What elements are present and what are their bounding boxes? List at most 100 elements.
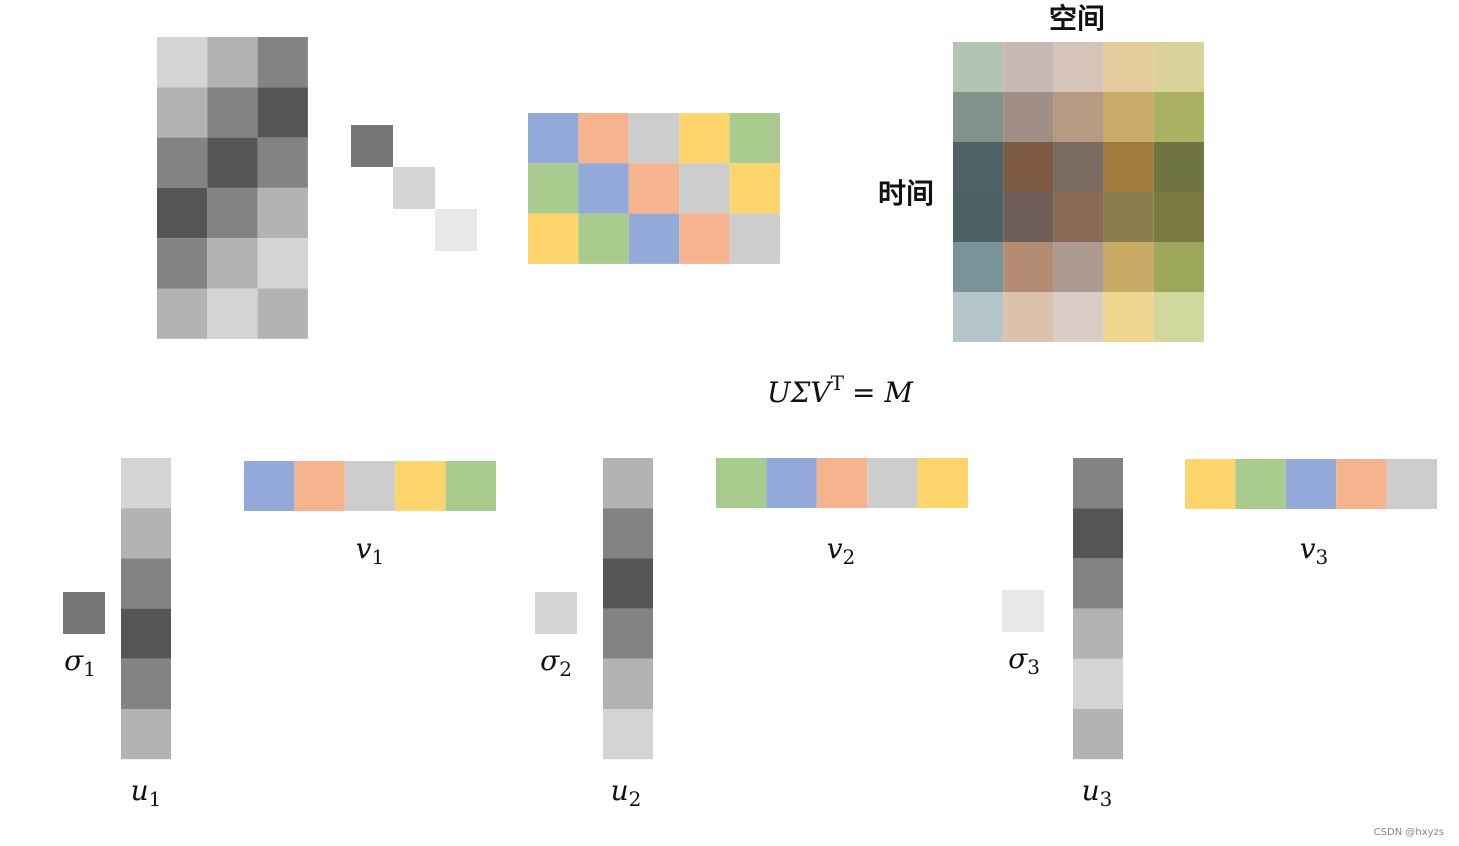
sigma-cell (435, 209, 477, 251)
u-matrix-cell (207, 37, 258, 88)
u-vector-cell (1073, 709, 1123, 760)
m-matrix-cell (1053, 192, 1104, 242)
m-matrix-cell (1153, 242, 1204, 292)
m-matrix-cell (953, 192, 1004, 242)
vt-matrix-cell (528, 163, 579, 214)
sigma-label-symbol: σ (540, 644, 560, 677)
vt-matrix-cell (578, 213, 629, 264)
vt-matrix-cell (679, 163, 730, 214)
vt-matrix-cell (528, 113, 579, 164)
v-vector-cell (1336, 459, 1387, 509)
v-label: v3 (1300, 532, 1329, 569)
u-matrix-cell (207, 137, 258, 188)
v-label-symbol: v (1300, 532, 1316, 565)
u-matrix-cell (257, 87, 308, 138)
u-matrix-cell (157, 87, 208, 138)
u-label-symbol: u (131, 774, 149, 807)
sigma-label: σ2 (540, 644, 572, 681)
u-label-index: 1 (149, 787, 162, 811)
m-matrix-cell (1103, 292, 1154, 342)
space-label: 空间 (1049, 2, 1105, 35)
sigma-label-index: 1 (83, 657, 96, 681)
equation-rhs: = M (852, 376, 914, 409)
v-vector-cell (1185, 459, 1236, 509)
u-vector-cell (603, 608, 653, 659)
u-vector-cell (121, 709, 171, 760)
m-matrix-cell (1153, 142, 1204, 192)
vt-matrix-cell (528, 213, 579, 264)
cells (63, 37, 1437, 760)
u-matrix-cell (257, 37, 308, 88)
u-vector-cell (121, 508, 171, 559)
u-matrix-cell (257, 187, 308, 239)
u-vector-cell (121, 558, 171, 609)
m-matrix-cell (1003, 92, 1054, 142)
m-matrix-cell (1003, 192, 1054, 242)
u-vector-cell (121, 458, 171, 509)
u-label-symbol: u (1082, 774, 1100, 807)
m-matrix-cell (1103, 242, 1154, 292)
v-vector-cell (1235, 459, 1286, 509)
m-matrix-cell (1103, 142, 1154, 192)
m-matrix-cell (1053, 292, 1104, 342)
sigma-cell (351, 125, 393, 167)
u-vector-cell (1073, 608, 1123, 659)
sigma-label-index: 3 (1027, 655, 1040, 679)
sigma-box (63, 592, 105, 634)
u-matrix-cell (257, 238, 308, 289)
equation-base: UΣV (767, 376, 833, 409)
v-vector-cell (766, 458, 817, 508)
sigma-label-index: 2 (559, 657, 572, 681)
v-vector-cell (1386, 459, 1437, 509)
u-matrix-cell (157, 187, 208, 239)
v-label: v1 (356, 532, 385, 569)
u-vector-cell (121, 658, 171, 709)
m-matrix-cell (1103, 92, 1154, 142)
m-matrix-cell (1053, 142, 1104, 192)
u-matrix-cell (257, 288, 308, 339)
u-matrix-cell (157, 137, 208, 188)
u-vector-cell (1073, 658, 1123, 709)
u-matrix-cell (207, 87, 258, 138)
v-vector-cell (816, 458, 868, 508)
m-matrix-cell (1103, 42, 1154, 92)
m-matrix-cell (1003, 142, 1054, 192)
equation-sup: T (831, 371, 845, 395)
u-vector-cell (1073, 458, 1123, 509)
v-label-index: 2 (843, 545, 856, 569)
v-vector-cell (344, 461, 396, 511)
m-matrix-cell (953, 142, 1004, 192)
m-matrix-cell (1003, 292, 1054, 342)
v-vector-cell (867, 458, 918, 508)
v-label-symbol: v (356, 532, 372, 565)
u-vector-cell (1073, 508, 1123, 559)
u-matrix-cell (257, 137, 308, 188)
u-label: u1 (131, 774, 162, 811)
sigma-box (535, 592, 577, 634)
v-vector-cell (445, 461, 496, 511)
u-vector-cell (603, 658, 653, 709)
m-matrix-cell (953, 92, 1004, 142)
sigma-label: σ3 (1008, 642, 1040, 679)
v-vector-cell (244, 461, 295, 511)
u-vector-cell (1073, 558, 1123, 609)
v-vector-cell (917, 458, 968, 508)
vt-matrix-cell (729, 213, 780, 264)
m-matrix-cell (1103, 192, 1154, 242)
v-label-index: 3 (1316, 545, 1329, 569)
v-label-index: 1 (372, 545, 385, 569)
v-label-symbol: v (827, 532, 843, 565)
sigma-label-symbol: σ (1008, 642, 1028, 675)
v-vector-cell (395, 461, 446, 511)
sigma-cell (393, 167, 435, 209)
u-matrix-cell (207, 238, 258, 289)
m-matrix-cell (1053, 242, 1104, 292)
v-vector-cell (716, 458, 767, 508)
u-vector-cell (603, 508, 653, 559)
u-label: u2 (611, 774, 642, 811)
m-matrix-cell (1003, 242, 1054, 292)
u-label: u3 (1082, 774, 1113, 811)
u-label-index: 2 (629, 787, 642, 811)
u-matrix-cell (157, 37, 208, 88)
